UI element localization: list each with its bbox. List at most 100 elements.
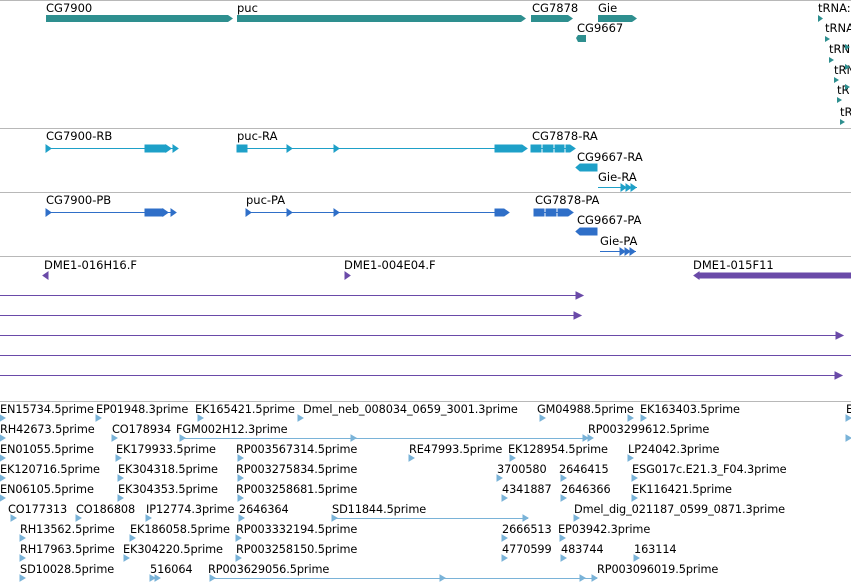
est-label[interactable]: 4770599 — [502, 543, 552, 556]
est-label[interactable]: EK120716.5prime — [0, 463, 100, 476]
gene-label-trna-1[interactable]: tRNA: — [818, 1, 851, 15]
est-label[interactable]: 2646364 — [239, 503, 289, 516]
est-label[interactable]: 2646415 — [559, 463, 609, 476]
gene-bar-trna-9[interactable] — [845, 84, 850, 90]
est-glyph — [640, 414, 647, 422]
gene-bar-cg7878[interactable] — [531, 15, 573, 22]
est-label[interactable]: EK165421.5prime — [195, 403, 295, 416]
est-label[interactable]: RH13562.5prime — [20, 523, 115, 536]
transcript-label-puc-ra[interactable]: puc-RA — [237, 129, 278, 143]
est-label[interactable]: RP003629056.5prime — [208, 563, 330, 576]
gene-label-cg7878[interactable]: CG7878 — [532, 1, 579, 15]
transcript-label-cg7900-rb[interactable]: CG7900-RB — [46, 129, 113, 143]
est-label[interactable]: EN06105.5prime — [0, 483, 94, 496]
est-label[interactable]: IP12774.3prime — [146, 503, 235, 516]
est-glyph — [845, 434, 851, 442]
est-glyph — [509, 454, 516, 462]
est-label[interactable]: FGM002H12.3prime — [176, 423, 288, 436]
est-label[interactable]: GM04988.5prime — [537, 403, 634, 416]
gene-bar-trna-4[interactable] — [834, 77, 839, 83]
gene-label-trna-6[interactable]: tR — [840, 105, 851, 119]
gene-bar-gie[interactable] — [598, 15, 637, 22]
gene-label-trna-3[interactable]: tRN — [829, 42, 851, 56]
est-label[interactable]: 3700580 — [497, 463, 547, 476]
est-label[interactable]: EN15734.5prime — [0, 403, 94, 416]
est-label[interactable]: SD11844.5prime — [332, 503, 427, 516]
est-label[interactable]: EK304353.5prime — [118, 483, 218, 496]
est-label[interactable]: CO177313 — [8, 503, 68, 516]
protein-label-cg7878-pa[interactable]: CG7878-PA — [535, 193, 600, 207]
protein-label-cg9667-pa[interactable]: CG9667-PA — [577, 213, 642, 227]
clone-label-dme1-016h16[interactable]: DME1-016H16.F — [44, 258, 138, 272]
gene-label-gie[interactable]: Gie — [598, 1, 618, 15]
est-label[interactable]: CO178934 — [112, 423, 172, 436]
est-glyph — [19, 534, 26, 542]
est-label[interactable]: 2666513 — [502, 523, 552, 536]
est-glyph — [197, 414, 204, 422]
gene-label-cg9667[interactable]: CG9667 — [577, 21, 624, 35]
est-glyph — [237, 454, 244, 462]
est-label[interactable]: EK163403.5prime — [640, 403, 740, 416]
est-label[interactable]: EP03942.3prime — [558, 523, 651, 536]
est-label[interactable]: EK304220.5prime — [123, 543, 223, 556]
gene-bar-puc[interactable] — [237, 15, 526, 22]
est-label[interactable]: 4341887 — [502, 483, 552, 496]
est-label[interactable]: RP003567314.5prime — [236, 443, 358, 456]
gene-bar-trna-5[interactable] — [837, 97, 842, 103]
gene-label-cg7900[interactable]: CG7900 — [46, 1, 93, 15]
est-glyph — [627, 414, 634, 422]
gene-label-trna-2[interactable]: tRNA — [825, 21, 851, 35]
est-label[interactable]: EK186058.5prime — [130, 523, 230, 536]
gene-bar-cg9667[interactable] — [576, 35, 586, 42]
est-label[interactable]: EK116421.5prime — [632, 483, 732, 496]
est-label[interactable]: EK304318.5prime — [118, 463, 218, 476]
protein-label-cg7900-pb[interactable]: CG7900-PB — [46, 193, 112, 207]
est-label[interactable]: RP003258150.5prime — [236, 543, 358, 556]
est-label[interactable]: RP003332194.5prime — [236, 523, 358, 536]
est-label[interactable]: CO186808 — [76, 503, 136, 516]
est-label[interactable]: RP003258681.5prime — [236, 483, 358, 496]
est-label[interactable]: EK179933.5prime — [116, 443, 216, 456]
est-glyph — [579, 574, 586, 582]
protein-label-puc-pa[interactable]: puc-PA — [246, 193, 286, 207]
est-label[interactable]: RE47993.5prime — [409, 443, 503, 456]
est-label[interactable]: Dmel_dig_021187_0599_0871.3prime — [574, 503, 785, 516]
transcript-label-cg7878-ra[interactable]: CG7878-RA — [532, 129, 598, 143]
est-label[interactable]: 483744 — [561, 543, 604, 556]
est-label[interactable]: RP003096019.5prime — [597, 563, 719, 576]
est-label[interactable]: RH42673.5prime — [0, 423, 95, 436]
gene-bar-trna-1[interactable] — [818, 15, 823, 22]
est-label[interactable]: 516064 — [150, 563, 193, 576]
est-label[interactable]: LP24042.3prime — [628, 443, 720, 456]
est-label[interactable]: RP003275834.5prime — [236, 463, 358, 476]
est-label[interactable]: 163114 — [634, 543, 677, 556]
clone-end-dme1-004e04[interactable] — [344, 271, 351, 280]
transcript-label-cg9667-ra[interactable]: CG9667-RA — [577, 150, 643, 164]
transcript-label-gie-ra[interactable]: Gie-RA — [598, 170, 637, 184]
protein-exon — [162, 208, 169, 217]
est-label[interactable]: 2646366 — [561, 483, 611, 496]
est-label[interactable]: EN01055.5prime — [0, 443, 94, 456]
est-label[interactable]: EP01948.3prime — [96, 403, 189, 416]
gene-bar-trna-2[interactable] — [825, 36, 830, 42]
gene-bar-cg7900[interactable] — [46, 15, 233, 22]
gene-bar-trna-8[interactable] — [845, 64, 850, 70]
clone-label-dme1-004e04[interactable]: DME1-004E04.F — [344, 258, 436, 272]
gene-label-puc[interactable]: puc — [237, 1, 258, 15]
est-label[interactable]: RH17963.5prime — [20, 543, 115, 556]
est-label[interactable]: ESG017c.E21.3_F04.3prime — [632, 463, 787, 476]
gene-bar-trna-6[interactable] — [840, 119, 845, 125]
est-label[interactable]: EK128954.5prime — [508, 443, 608, 456]
clone-label-dme1-015f11[interactable]: DME1-015F11 — [693, 258, 774, 272]
est-glyph — [560, 494, 567, 502]
gene-bar-trna-7[interactable] — [845, 44, 850, 50]
protein-label-gie-pa[interactable]: Gie-PA — [600, 234, 638, 248]
clone-bar — [698, 272, 851, 279]
est-label[interactable]: SD10028.5prime — [20, 563, 115, 576]
clone-end-dme1-016h16[interactable] — [42, 271, 49, 280]
est-label[interactable]: E — [846, 403, 851, 416]
est-label[interactable]: Dmel_neb_008034_0659_3001.3prime — [303, 403, 518, 416]
est-label[interactable]: RP003299612.5prime — [588, 423, 710, 436]
gene-bar-trna-3[interactable] — [829, 57, 834, 63]
